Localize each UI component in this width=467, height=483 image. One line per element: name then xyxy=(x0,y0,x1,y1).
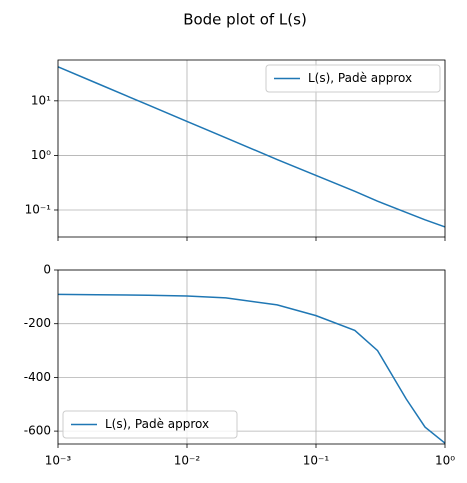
x-tick-label: 10⁻³ xyxy=(45,454,72,468)
axes-frame xyxy=(57,269,446,445)
y-tick-label: 0 xyxy=(43,263,51,277)
axes-frame xyxy=(57,59,446,238)
legend-label: L(s), Padè approx xyxy=(308,71,412,85)
y-tick-label: -400 xyxy=(24,370,51,384)
x-tick-label: 10⁻¹ xyxy=(303,454,330,468)
legend-box xyxy=(265,64,441,93)
x-tick-label: 10⁰ xyxy=(435,454,455,468)
legend-label: L(s), Padè approx xyxy=(105,417,209,431)
y-tick-label: 10¹ xyxy=(31,93,51,107)
y-tick-label: -200 xyxy=(24,316,51,330)
figure-title: Bode plot of L(s) xyxy=(183,11,307,29)
y-tick-label: 10⁰ xyxy=(31,148,51,162)
data-line xyxy=(57,66,446,228)
y-tick-label: -600 xyxy=(24,424,51,438)
legend-box xyxy=(62,410,238,439)
y-tick-label: 10⁻¹ xyxy=(25,202,52,216)
x-tick-label: 10⁻² xyxy=(174,454,201,468)
data-line xyxy=(57,293,446,444)
